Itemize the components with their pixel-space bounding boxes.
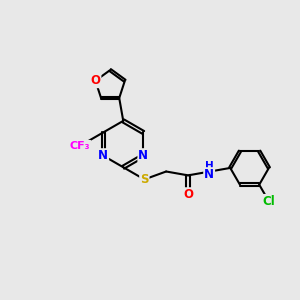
Text: S: S (140, 173, 148, 186)
Text: O: O (90, 74, 100, 87)
Text: N: N (204, 168, 214, 181)
Text: H: H (205, 161, 214, 171)
Text: Cl: Cl (262, 195, 275, 208)
Text: O: O (183, 188, 193, 201)
Text: N: N (138, 149, 148, 162)
Text: N: N (98, 149, 108, 162)
Text: CF₃: CF₃ (70, 141, 90, 151)
